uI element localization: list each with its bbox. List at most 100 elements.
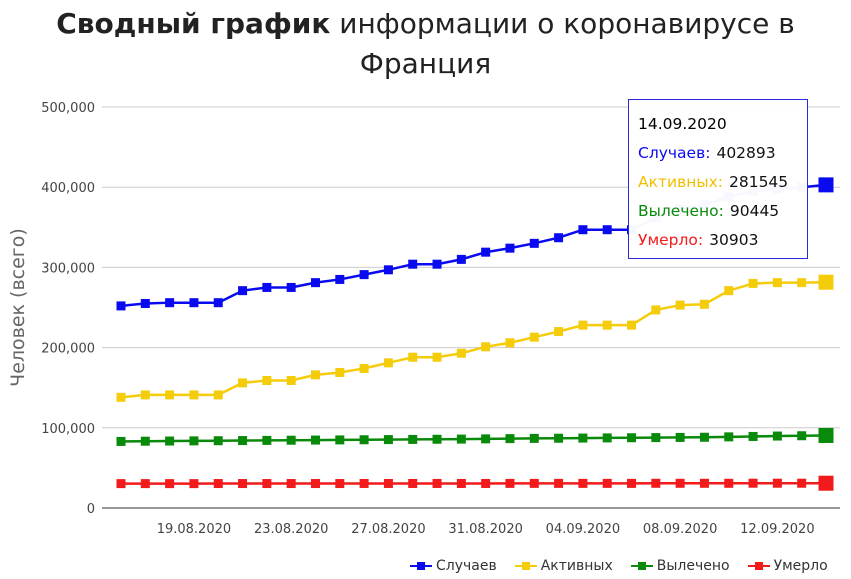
data-point-active <box>359 363 369 373</box>
tooltip-row-recovered: Вылечено: 90445 <box>638 197 807 226</box>
data-point-cases <box>456 254 466 264</box>
data-point-recovered <box>432 434 442 444</box>
legend-swatch-icon <box>514 561 537 571</box>
data-point-cases <box>213 298 223 308</box>
data-point-active <box>165 390 175 400</box>
tooltip-label: Умерло: <box>638 231 704 249</box>
data-point-active <box>189 390 199 400</box>
legend-item-cases[interactable]: Случаев <box>410 558 497 574</box>
data-point-recovered <box>748 431 758 441</box>
legend: Случаев Активных Вылечено Умерло <box>410 558 828 574</box>
data-point-recovered <box>772 431 782 441</box>
x-tick-label: 23.08.2020 <box>254 522 328 537</box>
data-point-recovered <box>651 433 661 443</box>
data-point-deaths <box>383 478 393 488</box>
data-point-recovered <box>554 433 564 443</box>
data-point-active <box>724 286 734 296</box>
data-point-active <box>602 320 612 330</box>
data-point-deaths <box>651 478 661 488</box>
data-point-deaths <box>238 479 248 489</box>
data-point-cases <box>262 282 272 292</box>
data-point-deaths <box>165 479 175 489</box>
y-tick-label: 200,000 <box>41 342 95 357</box>
x-tick-label: 19.08.2020 <box>157 522 231 537</box>
data-point-recovered <box>310 435 320 445</box>
data-point-cases <box>165 298 175 308</box>
data-point-active <box>140 390 150 400</box>
data-point-deaths <box>335 479 345 489</box>
data-point-cases <box>140 298 150 308</box>
data-point-cases <box>359 270 369 280</box>
data-point-recovered <box>818 427 834 443</box>
tooltip: 14.09.2020 Случаев: 402893 Активных: 28154… <box>628 99 808 259</box>
tooltip-value: 402893 <box>716 144 776 162</box>
data-point-deaths <box>748 478 758 488</box>
data-point-deaths <box>310 479 320 489</box>
legend-item-recovered[interactable]: Вылечено <box>630 558 730 574</box>
data-point-recovered <box>189 436 199 446</box>
data-point-cases <box>189 298 199 308</box>
data-point-cases <box>529 238 539 248</box>
data-point-active <box>627 320 637 330</box>
tooltip-date: 14.09.2020 <box>638 115 727 133</box>
x-tick-label: 08.09.2020 <box>643 522 717 537</box>
chart-title: Сводный график информации о коронавирусе… <box>0 4 851 84</box>
data-point-recovered <box>286 435 296 445</box>
data-point-deaths <box>481 478 491 488</box>
data-point-active <box>748 278 758 288</box>
chart-title-bold: Сводный график <box>56 7 331 40</box>
data-point-active <box>675 300 685 310</box>
data-point-recovered <box>699 432 709 442</box>
legend-label: Активных <box>540 558 613 574</box>
y-tick-label: 300,000 <box>41 261 95 276</box>
data-point-cases <box>116 301 126 311</box>
data-point-recovered <box>578 433 588 443</box>
data-point-cases <box>554 233 564 243</box>
data-point-deaths <box>213 479 223 489</box>
data-point-active <box>286 375 296 385</box>
data-point-deaths <box>554 478 564 488</box>
data-point-cases <box>286 282 296 292</box>
x-tick-label: 31.08.2020 <box>448 522 522 537</box>
data-point-deaths <box>724 478 734 488</box>
series-line-recovered <box>120 434 827 443</box>
data-point-active <box>772 278 782 288</box>
data-point-recovered <box>408 434 418 444</box>
data-point-deaths <box>529 478 539 488</box>
data-point-recovered <box>456 434 466 444</box>
data-point-cases <box>310 278 320 288</box>
legend-swatch-icon <box>630 561 653 571</box>
x-tick-label: 12.09.2020 <box>740 522 814 537</box>
data-point-recovered <box>383 435 393 445</box>
tooltip-label: Активных: <box>638 173 723 191</box>
data-point-cases <box>238 286 248 296</box>
data-point-recovered <box>602 433 612 443</box>
y-tick-label: 100,000 <box>41 422 95 437</box>
data-point-deaths <box>505 478 515 488</box>
legend-item-active[interactable]: Активных <box>514 558 613 574</box>
x-tick-label: 27.08.2020 <box>351 522 425 537</box>
data-point-active <box>335 367 345 377</box>
y-tick-label: 400,000 <box>41 181 95 196</box>
data-point-deaths <box>602 478 612 488</box>
data-point-active <box>383 358 393 368</box>
data-point-recovered <box>359 435 369 445</box>
legend-item-deaths[interactable]: Умерло <box>747 558 828 574</box>
tooltip-row-active: Активных: 281545 <box>638 168 807 197</box>
y-tick-label: 0 <box>87 502 95 517</box>
y-axis-label: Человек (всего) <box>7 228 29 387</box>
data-point-recovered <box>213 436 223 446</box>
data-point-recovered <box>627 433 637 443</box>
data-point-cases <box>335 274 345 284</box>
data-point-deaths <box>772 478 782 488</box>
legend-label: Умерло <box>773 558 828 574</box>
tooltip-value: 30903 <box>709 231 759 249</box>
data-point-recovered <box>238 436 248 446</box>
data-point-deaths <box>286 479 296 489</box>
chart-title-rest: информации о коронавирусе в Франция <box>330 7 795 80</box>
tooltip-label: Вылечено: <box>638 202 724 220</box>
data-point-recovered <box>116 436 126 446</box>
legend-label: Вылечено <box>656 558 730 574</box>
data-point-deaths <box>359 478 369 488</box>
